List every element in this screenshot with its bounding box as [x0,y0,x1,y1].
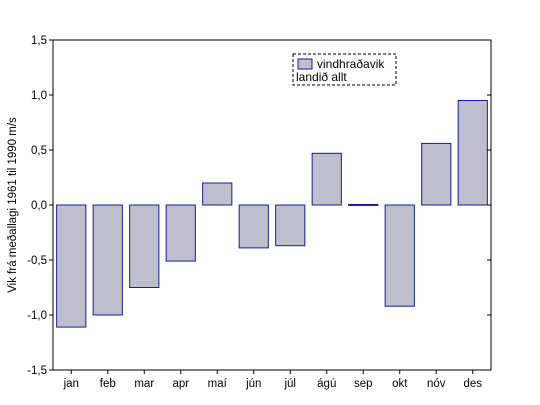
plot-area-frame [52,39,492,371]
y-tick-label: -1,0 [27,310,47,322]
y-tick-label: 0,5 [31,145,47,157]
x-tick-label-jún: jún [245,378,261,390]
x-tick-label-apr: apr [172,378,189,390]
bar-maí [202,182,233,206]
x-tick-label-ágú: ágú [317,378,336,390]
bar-júl [275,204,306,247]
y-tick-label: -1,5 [27,365,47,377]
bars-group [56,100,488,328]
bar-apr [165,204,196,262]
bar-ágú [311,152,342,206]
x-axis: jan feb mar apr maí jún júl ágú sep okt nóv des [63,370,482,390]
x-tick-label-nóv: nóv [427,378,446,390]
y-tick-label: 0,0 [31,200,47,212]
legend: vindhraðavik landið allt [292,53,397,86]
bar-sep [348,203,379,206]
bar-mar [129,204,160,288]
x-tick-label-júl: júl [283,378,296,390]
x-tick-label-okt: okt [392,378,408,390]
y-tick-label: 1,5 [31,35,47,47]
legend-swatch [297,58,313,70]
x-tick-label-jan: jan [63,378,79,390]
x-tick-label-mar: mar [134,378,154,390]
legend-label-line1: vindhraðavik [317,57,385,71]
y-tick-label: -0,5 [27,255,47,267]
bar-nóv [421,142,452,206]
x-tick-label-maí: maí [208,378,228,390]
bar-jan [56,204,87,328]
legend-label-line2: landið allt [296,70,347,84]
x-tick-label-des: des [463,378,482,390]
y-axis: -1,5 -1,0 -0,5 0,0 0,5 1,0 1,5 [27,35,491,377]
x-tick-label-sep: sep [354,378,373,390]
x-tick-label-feb: feb [100,378,116,390]
bar-okt [384,204,415,307]
bar-feb [92,204,123,316]
y-tick-label: 1,0 [31,90,47,102]
y-axis-title: Vik frá meðallagi 1961 til 1990 m/s [7,117,19,293]
bar-jún [238,204,269,249]
bar-des [457,100,488,206]
